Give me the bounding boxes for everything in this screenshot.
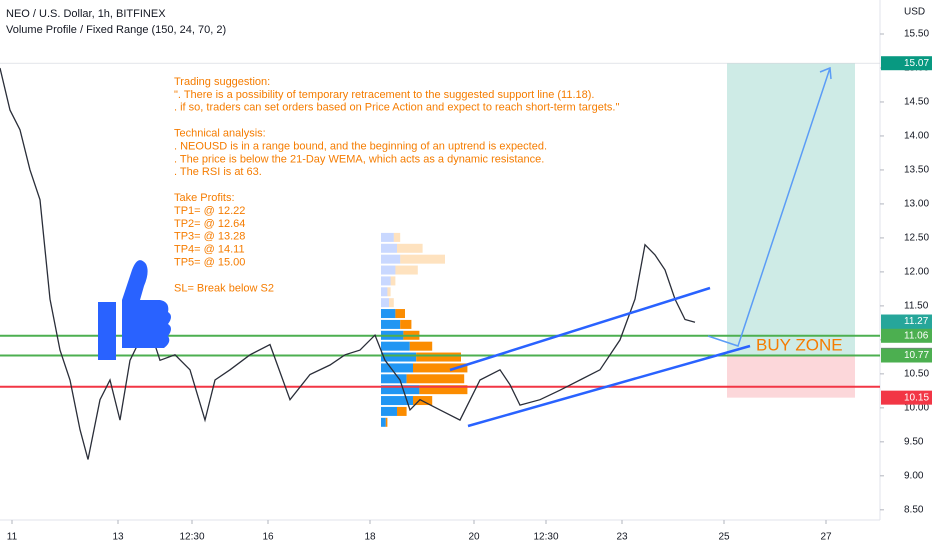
y-tick-label: 13.00 [904, 199, 929, 210]
volume-up [381, 243, 397, 253]
volume-up [381, 406, 397, 416]
volume-down [413, 363, 468, 373]
annotation-line: Technical analysis: [174, 128, 266, 140]
annotation-line: . if so, traders can set orders based on… [174, 102, 619, 114]
price-label-box [881, 56, 932, 71]
volume-down [393, 232, 401, 242]
price-label: 11.06 [904, 330, 929, 341]
y-tick-label: 14.00 [904, 131, 929, 142]
annotation-line: TP2= @ 12.64 [174, 218, 245, 230]
annotation-line: TP1= @ 12.22 [174, 205, 245, 217]
volume-down [397, 406, 407, 416]
x-tick-label: 13 [112, 532, 124, 543]
stop-zone [727, 355, 855, 398]
x-tick-label: 20 [468, 532, 480, 543]
annotation-line: . The price is below the 21-Day WEMA, wh… [174, 153, 544, 165]
y-tick-label: 15.50 [904, 29, 929, 40]
volume-up [381, 417, 386, 427]
volume-down [400, 319, 412, 329]
channel-bottom [467, 344, 751, 428]
annotation-line: . The RSI is at 63. [174, 166, 262, 178]
price-label: 10.77 [904, 350, 929, 361]
y-tick-label: 12.50 [904, 233, 929, 244]
volume-down [389, 298, 394, 308]
volume-down [409, 341, 433, 351]
volume-up [381, 385, 420, 395]
price-line [0, 67, 696, 460]
thumb-icon [98, 260, 171, 360]
target-zone [727, 63, 855, 356]
volume-up [381, 254, 401, 264]
price-label: 15.07 [904, 58, 929, 69]
subtitle: Volume Profile / Fixed Range (150, 24, 7… [6, 24, 226, 36]
volume-up [381, 319, 401, 329]
x-tick-label: 25 [718, 532, 730, 543]
annotation-line: . NEOUSD is in a range bound, and the be… [174, 140, 547, 152]
y-tick-label: 8.50 [904, 504, 924, 515]
x-tick-label: 18 [364, 532, 376, 543]
price-label-box [881, 328, 932, 343]
x-tick-label: 11 [7, 532, 18, 543]
volume-down [419, 385, 468, 395]
x-tick-label: 23 [616, 532, 628, 543]
annotation-line: SL= Break below S2 [174, 282, 274, 294]
volume-down [416, 352, 461, 362]
volume-up [381, 396, 413, 406]
y-tick-label: 13.50 [904, 165, 929, 176]
y-tick-label: 11.50 [904, 301, 929, 312]
zone-label: BUY ZONE [756, 335, 843, 354]
y-tick-label: 14.50 [904, 97, 929, 108]
x-tick-label: 12:30 [179, 532, 204, 543]
x-tick-label: 12:30 [533, 532, 558, 543]
price-label: 10.15 [904, 392, 929, 403]
volume-up [381, 276, 391, 286]
volume-down [390, 276, 396, 286]
volume-down [406, 374, 465, 384]
volume-up [381, 298, 389, 308]
volume-up [381, 352, 417, 362]
price-label-box [881, 348, 932, 363]
currency: USD [904, 7, 925, 18]
volume-up [381, 363, 413, 373]
volume-down [400, 254, 445, 264]
annotation-line: ". There is a possibility of temporary r… [174, 89, 595, 101]
annotation-line: Trading suggestion: [174, 76, 270, 88]
volume-down [395, 309, 405, 319]
volume-up [381, 287, 388, 297]
annotation-line: TP3= @ 13.28 [174, 231, 245, 243]
volume-up [381, 232, 394, 242]
y-tick-label: 9.50 [904, 436, 924, 447]
volume-up [381, 265, 396, 275]
volume-up [381, 309, 396, 319]
price-label: 11.27 [904, 316, 929, 327]
target-arrow [707, 66, 832, 347]
volume-down [397, 243, 423, 253]
annotation-line: TP4= @ 14.11 [174, 244, 245, 256]
volume-up [381, 341, 410, 351]
annotation-line: TP5= @ 15.00 [174, 257, 245, 269]
x-tick-label: 27 [820, 532, 832, 543]
x-tick-label: 16 [262, 532, 274, 543]
volume-down [387, 287, 391, 297]
volume-down [385, 417, 388, 427]
volume-up [381, 374, 407, 384]
price-label-box [881, 390, 932, 405]
y-tick-label: 12.00 [904, 267, 929, 278]
y-tick-label: 10.50 [904, 368, 929, 379]
y-tick-label: 9.00 [904, 470, 924, 481]
annotation-line: Take Profits: [174, 192, 235, 204]
volume-down [395, 265, 418, 275]
channel-top [449, 286, 711, 372]
title: NEO / U.S. Dollar, 1h, BITFINEX [6, 8, 166, 20]
y-tick-label: 10.00 [904, 402, 929, 413]
